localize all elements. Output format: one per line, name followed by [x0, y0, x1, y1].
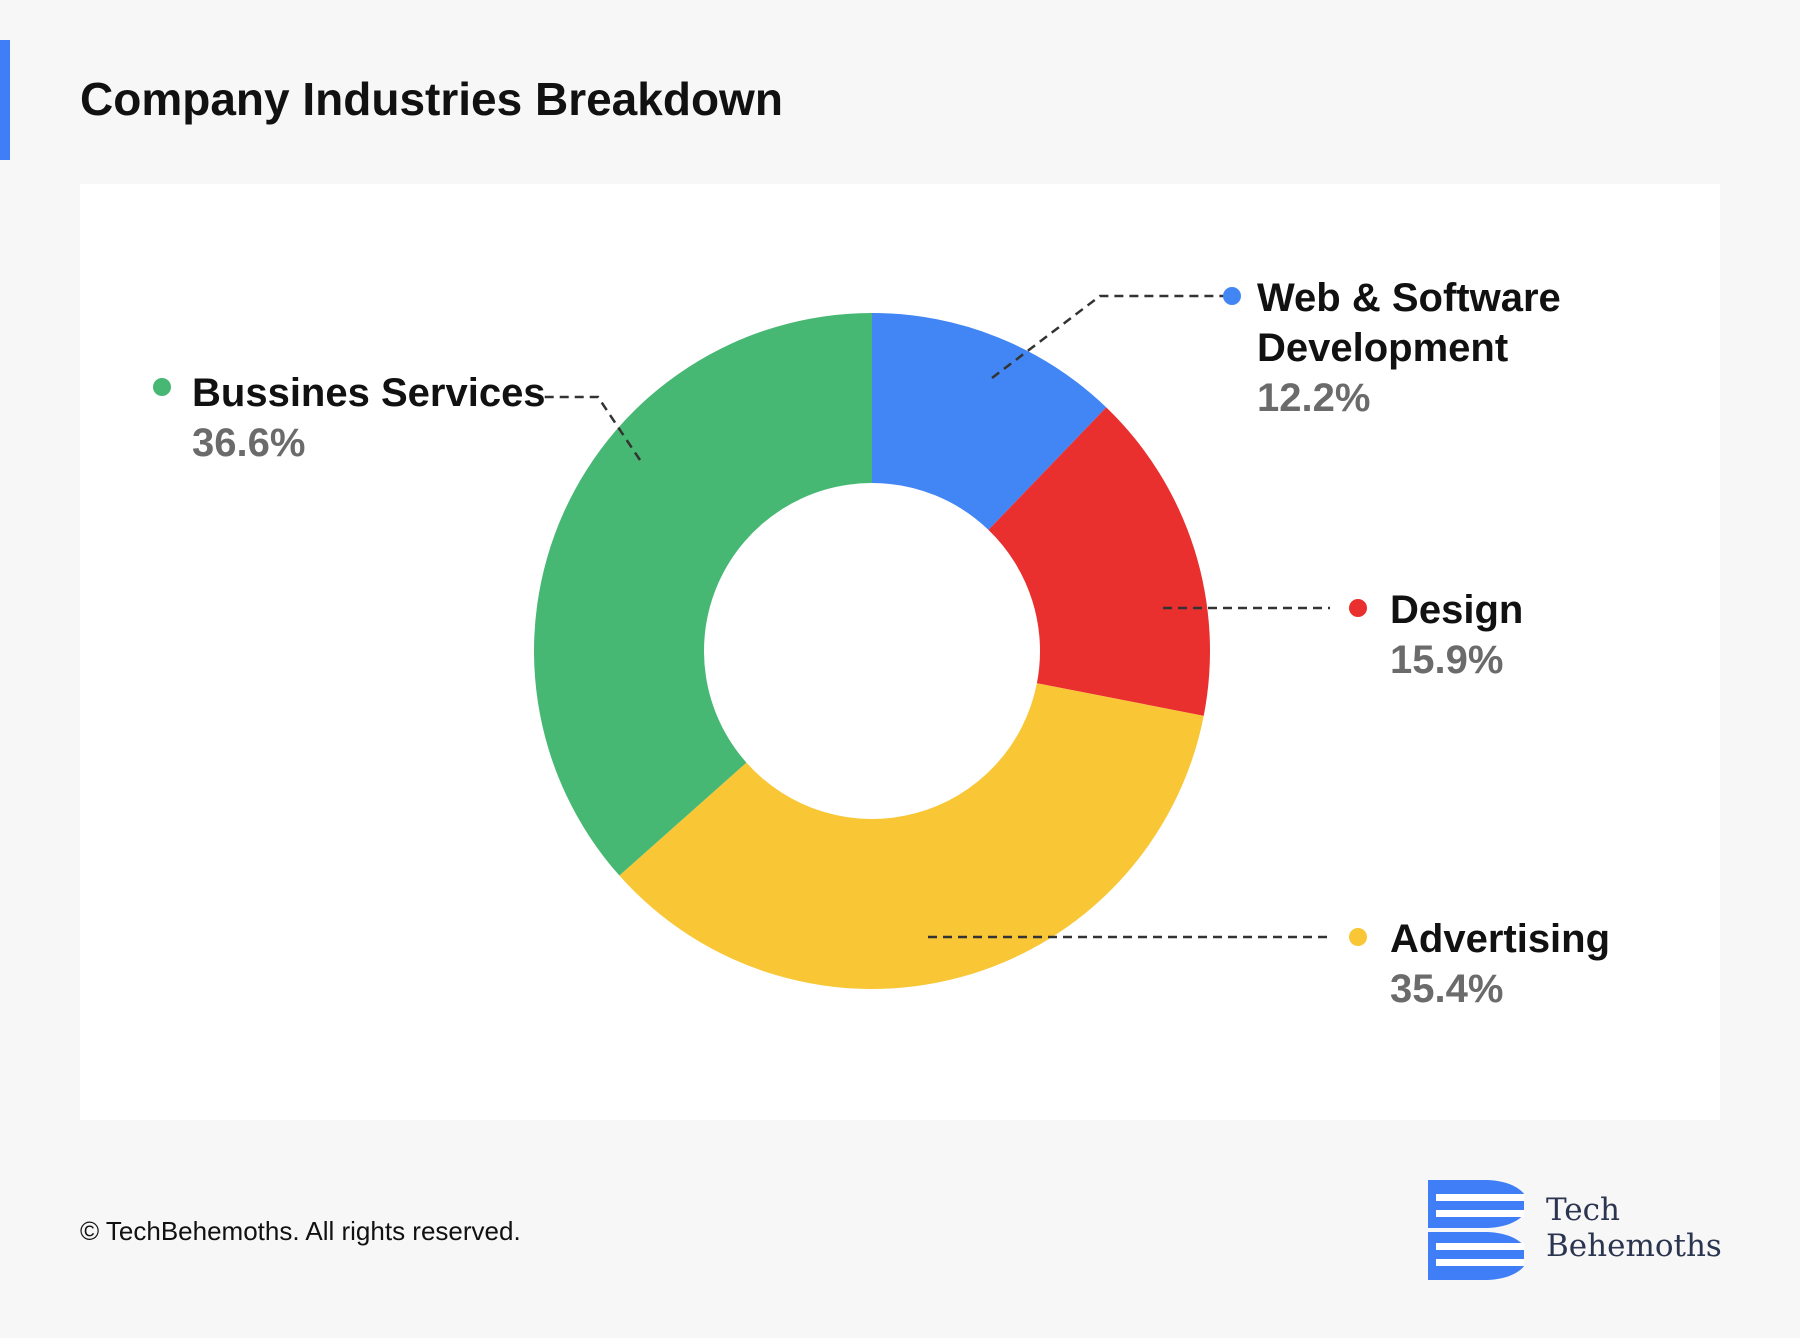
donut-chart: Web & Software Development 12.2% Design 15.9… — [153, 276, 1610, 1011]
slice-advertising — [619, 683, 1204, 990]
techbehemoths-logo: Tech Behemoths — [1428, 1180, 1728, 1280]
slice-value-web-software-development: 12.2% — [1257, 376, 1370, 420]
copyright-footer: © TechBehemoths. All rights reserved. — [80, 1216, 521, 1246]
leader-line-web-software-development — [991, 294, 1228, 379]
page-title: Company Industries Breakdown — [80, 73, 783, 125]
slice-label-advertising: Advertising — [1390, 917, 1610, 961]
logo-mark-icon — [1428, 1180, 1524, 1280]
slice-value-bussines-services: 36.6% — [192, 421, 305, 465]
slice-label-web-software-development-line-2: Development — [1257, 326, 1508, 370]
legend-dot-advertising — [1349, 928, 1367, 946]
legend-dot-web-software-development — [1223, 287, 1241, 305]
slice-web-software-development — [872, 313, 1107, 530]
legend-dot-bussines-services — [153, 378, 171, 396]
chart-card: Web & Software Development 12.2% Design 15.9… — [80, 184, 1720, 1120]
legend-dot-design — [1349, 599, 1367, 617]
logo-text-tech: Tech — [1546, 1192, 1620, 1228]
slice-value-advertising: 35.4% — [1390, 967, 1503, 1011]
title-accent-bar — [0, 40, 10, 160]
slice-bussines-services — [534, 313, 872, 876]
slice-value-design: 15.9% — [1390, 638, 1503, 682]
slice-label-web-software-development-line-1: Web & Software — [1257, 276, 1561, 320]
logo-text-behemoths: Behemoths — [1546, 1228, 1722, 1264]
leader-line-bussines-services — [542, 395, 642, 461]
slice-design — [988, 407, 1210, 716]
slice-label-design: Design — [1390, 588, 1523, 632]
slice-label-bussines-services: Bussines Services — [192, 371, 546, 415]
